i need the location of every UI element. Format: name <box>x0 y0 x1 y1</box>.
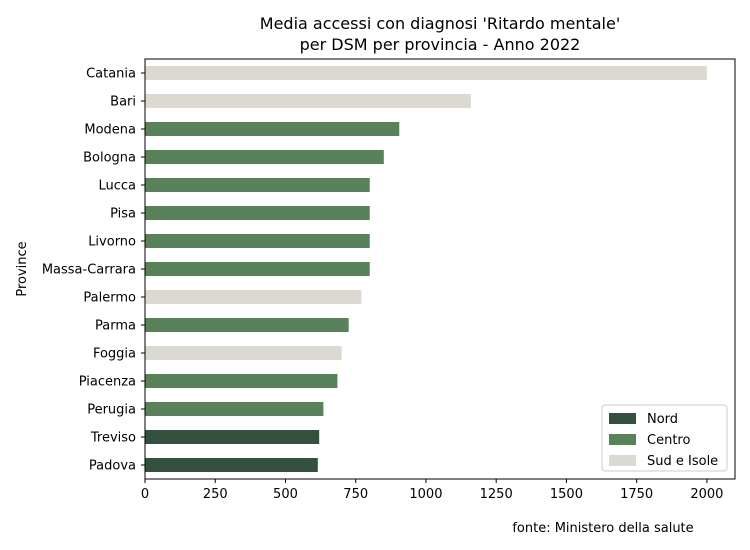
plot-frame <box>144 58 736 480</box>
y-tick-label: Bologna <box>83 151 136 166</box>
x-tick-label: 1500 <box>550 487 583 502</box>
legend-label: Sud e Isole <box>647 454 718 469</box>
y-tick-label: Piacenza <box>79 375 136 390</box>
x-tick-label: 2000 <box>690 487 723 502</box>
y-ticks-group: Catania Bari Modena Bologna Lucca Pisa Livorno… <box>42 67 145 474</box>
bar-treviso <box>145 430 320 444</box>
bar-lucca <box>145 178 370 192</box>
y-tick-label: Pisa <box>110 207 136 222</box>
y-tick-label: Palermo <box>83 291 136 306</box>
y-tick-label: Bari <box>110 95 136 110</box>
bars-group <box>145 66 707 472</box>
legend-swatch-nord <box>609 413 636 424</box>
y-tick-label: Treviso <box>90 431 136 446</box>
chart-title-line2: per DSM per provincia - Anno 2022 <box>300 35 581 54</box>
bar-livorno <box>145 234 370 248</box>
x-tick-label: 1250 <box>480 487 513 502</box>
bar-catania <box>145 66 707 80</box>
y-axis-label: Province <box>15 241 30 296</box>
y-tick-label: Foggia <box>93 347 136 362</box>
x-tick-label: 750 <box>343 487 368 502</box>
bar-bari <box>145 94 471 108</box>
y-tick-label: Lucca <box>98 179 136 194</box>
x-ticks-group: 0 250 500 750 1000 1250 1500 1750 2000 <box>141 479 723 502</box>
bar-palermo <box>145 290 362 304</box>
legend-swatch-sud-e-isole <box>609 455 636 466</box>
chart-title-line1: Media accessi con diagnosi 'Ritardo ment… <box>260 14 620 33</box>
bar-padova <box>145 458 318 472</box>
legend-label: Centro <box>647 433 690 448</box>
x-tick-label: 500 <box>273 487 298 502</box>
x-tick-label: 1000 <box>409 487 442 502</box>
source-note: fonte: Ministero della salute <box>512 521 693 536</box>
y-tick-label: Perugia <box>87 403 136 418</box>
bar-piacenza <box>145 374 338 388</box>
bar-modena <box>145 122 400 136</box>
bar-pisa <box>145 206 370 220</box>
y-tick-label: Parma <box>95 319 136 334</box>
legend-swatch-centro <box>609 434 636 445</box>
x-tick-label: 250 <box>203 487 228 502</box>
legend-label: Nord <box>647 412 678 427</box>
bar-massa-carrara <box>145 262 370 276</box>
y-tick-label: Livorno <box>88 235 136 250</box>
bar-parma <box>145 318 349 332</box>
y-tick-label: Catania <box>86 67 136 82</box>
x-tick-label: 0 <box>141 487 149 502</box>
y-tick-label: Massa-Carrara <box>42 263 136 278</box>
y-tick-label: Padova <box>89 459 136 474</box>
y-tick-label: Modena <box>84 123 136 138</box>
legend: Nord Centro Sud e Isole <box>601 404 728 472</box>
bar-perugia <box>145 402 324 416</box>
x-tick-label: 1750 <box>620 487 653 502</box>
bar-foggia <box>145 346 342 360</box>
bar-bologna <box>145 150 384 164</box>
